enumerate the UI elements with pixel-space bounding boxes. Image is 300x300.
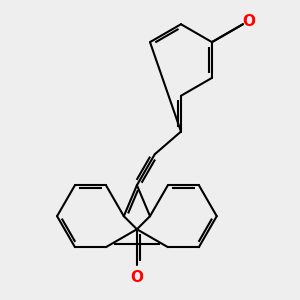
Text: O: O <box>242 14 255 28</box>
Text: O: O <box>130 270 143 285</box>
